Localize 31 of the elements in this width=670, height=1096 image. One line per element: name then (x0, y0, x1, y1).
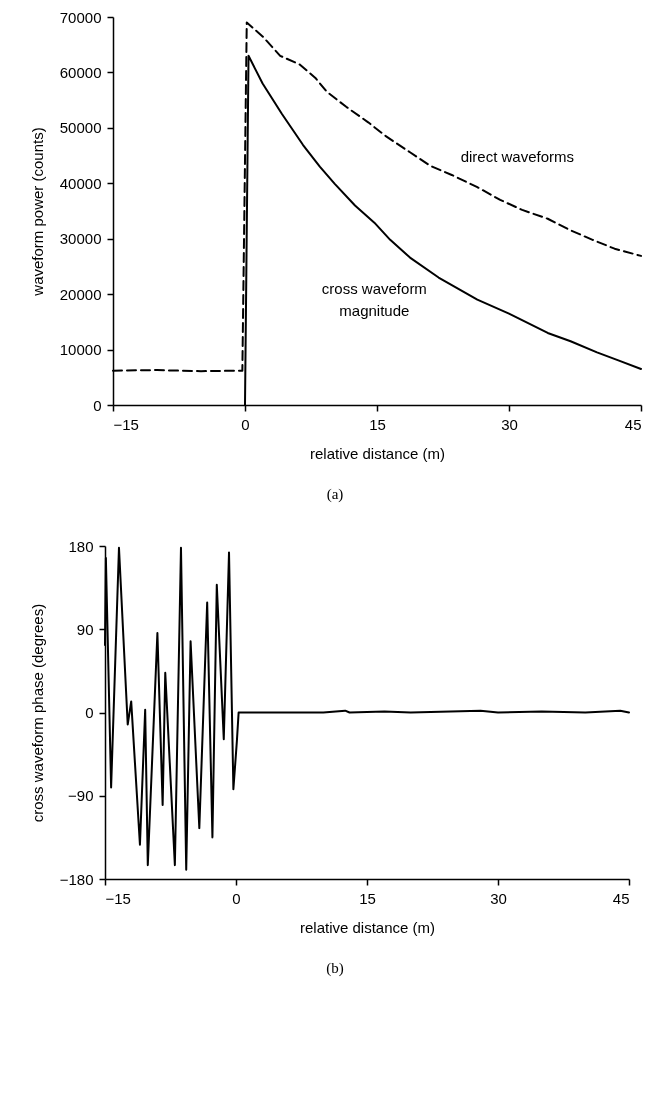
y-tick-label: 10000 (59, 341, 102, 359)
series-label: cross waveform magnitude (321, 279, 427, 319)
y-axis-title: waveform power (counts) (28, 127, 46, 297)
y-tick-label: 0 (93, 396, 102, 414)
x-axis-title: relative distance (m) (299, 918, 436, 936)
x-tick-label: 0 (232, 889, 241, 907)
x-tick-label: 15 (369, 415, 386, 433)
y-axis-title: cross waveform phase (degrees) (28, 603, 46, 823)
y-tick-label: 40000 (59, 174, 102, 192)
x-tick-label: 15 (359, 889, 376, 907)
x-tick-label: 30 (490, 889, 507, 907)
text: (a) (325, 486, 345, 503)
y-tick-label: 0 (85, 704, 94, 721)
y-tick-label: 70000 (59, 8, 102, 26)
x-tick-label: −15 (113, 415, 139, 433)
x-tick-label: 0 (241, 415, 250, 433)
x-tick-label: 45 (612, 889, 630, 907)
x-tick-label: 30 (501, 415, 518, 433)
y-tick-label: 90 (76, 620, 94, 638)
x-tick-label: 45 (624, 415, 642, 433)
y-tick-label: 60000 (59, 63, 102, 81)
y-tick-label: 20000 (59, 285, 102, 303)
y-tick-label: 180 (68, 537, 94, 555)
series-label: direct waveforms (460, 148, 575, 166)
y-tick-label: −90 (68, 787, 94, 805)
y-tick-label: 50000 (59, 119, 102, 137)
x-tick-label: −15 (105, 889, 131, 907)
y-tick-label: 30000 (59, 230, 102, 248)
x-axis-title: relative distance (m) (309, 444, 446, 462)
y-tick-label: −180 (59, 870, 94, 888)
text: (b) (325, 960, 345, 977)
